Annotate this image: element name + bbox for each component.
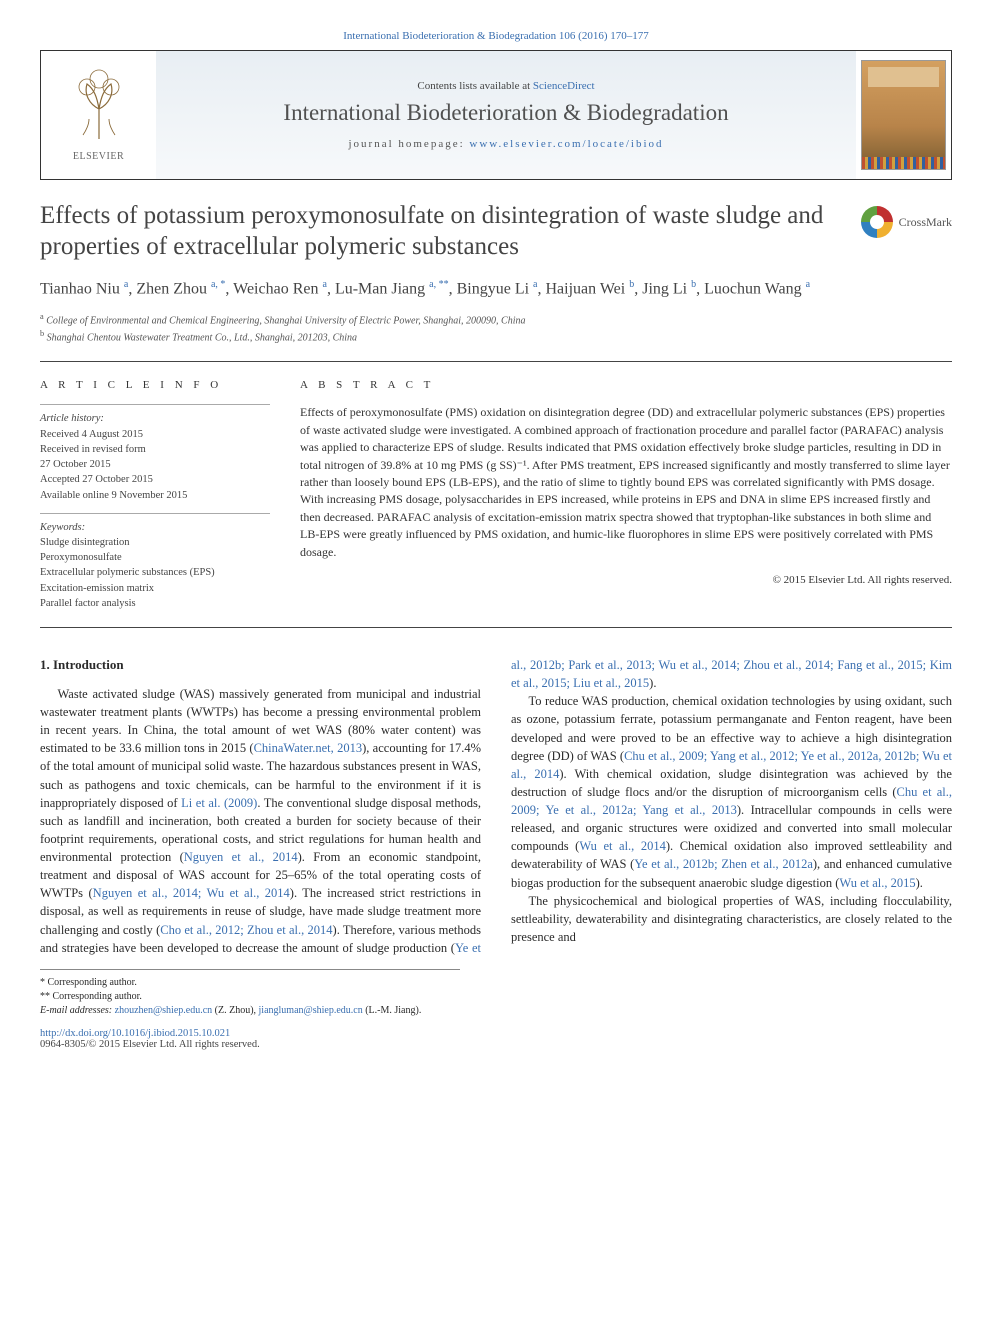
contents-available: Contents lists available at ScienceDirec… bbox=[417, 80, 594, 92]
history-line: Accepted 27 October 2015 bbox=[40, 472, 270, 487]
article-info-heading: A R T I C L E I N F O bbox=[40, 378, 270, 394]
keywords-label: Keywords: bbox=[40, 520, 270, 535]
footnotes: * Corresponding author. ** Corresponding… bbox=[40, 969, 460, 1018]
corresponding-1: * Corresponding author. bbox=[40, 976, 460, 990]
journal-cover-image bbox=[861, 60, 946, 170]
article-title: Effects of potassium peroxymonosulfate o… bbox=[40, 200, 845, 263]
crossmark-label: CrossMark bbox=[899, 215, 952, 230]
email-link[interactable]: jiangluman@shiep.edu.cn bbox=[259, 1005, 363, 1016]
citation-link[interactable]: International Biodeterioration & Biodegr… bbox=[343, 30, 649, 42]
t: (Z. Zhou), bbox=[212, 1005, 258, 1016]
t: ). bbox=[649, 676, 656, 690]
keyword: Sludge disintegration bbox=[40, 535, 270, 550]
keyword: Parallel factor analysis bbox=[40, 596, 270, 611]
affiliation-a-text: College of Environmental and Chemical En… bbox=[46, 315, 525, 326]
ref-link[interactable]: Cho et al., 2012; Zhou et al., 2014 bbox=[160, 923, 332, 937]
journal-header: ELSEVIER Contents lists available at Sci… bbox=[40, 50, 952, 180]
journal-cover bbox=[856, 51, 951, 179]
crossmark-icon bbox=[861, 206, 893, 238]
ref-link[interactable]: ChinaWater.net, 2013 bbox=[254, 741, 363, 755]
section-1-heading: 1. Introduction bbox=[40, 656, 481, 675]
header-center: Contents lists available at ScienceDirec… bbox=[156, 51, 856, 179]
ref-link[interactable]: Li et al. (2009) bbox=[181, 796, 257, 810]
abstract: A B S T R A C T Effects of peroxymonosul… bbox=[300, 378, 952, 611]
ref-link[interactable]: Wu et al., 2015 bbox=[839, 876, 915, 890]
keywords-block: Keywords: Sludge disintegration Peroxymo… bbox=[40, 513, 270, 611]
affiliation-b: b Shanghai Chentou Wastewater Treatment … bbox=[40, 328, 952, 345]
rule-top bbox=[40, 361, 952, 362]
abstract-heading: A B S T R A C T bbox=[300, 378, 952, 394]
homepage-link[interactable]: www.elsevier.com/locate/ibiod bbox=[469, 138, 663, 150]
article-info: A R T I C L E I N F O Article history: R… bbox=[40, 378, 270, 611]
affiliation-a: a College of Environmental and Chemical … bbox=[40, 311, 952, 328]
t: ). bbox=[916, 876, 923, 890]
article-history: Article history: Received 4 August 2015 … bbox=[40, 404, 270, 502]
email-line: E-mail addresses: zhouzhen@shiep.edu.cn … bbox=[40, 1004, 460, 1018]
history-line: 27 October 2015 bbox=[40, 457, 270, 472]
ref-link[interactable]: Wu et al., 2014 bbox=[579, 839, 666, 853]
intro-p4: The physicochemical and biological prope… bbox=[511, 892, 952, 946]
journal-name: International Biodeterioration & Biodegr… bbox=[283, 100, 728, 126]
t: ). With chemical oxidation, sludge disin… bbox=[511, 767, 952, 799]
history-line: Received 4 August 2015 bbox=[40, 427, 270, 442]
keyword: Extracellular polymeric substances (EPS) bbox=[40, 565, 270, 580]
elsevier-tree-icon bbox=[59, 69, 139, 149]
homepage-prefix: journal homepage: bbox=[348, 138, 469, 150]
citation-header: International Biodeterioration & Biodegr… bbox=[40, 30, 952, 42]
intro-p3: To reduce WAS production, chemical oxida… bbox=[511, 692, 952, 891]
issn-line: 0964-8305/© 2015 Elsevier Ltd. All right… bbox=[40, 1039, 260, 1050]
history-line: Available online 9 November 2015 bbox=[40, 488, 270, 503]
doi-link[interactable]: http://dx.doi.org/10.1016/j.ibiod.2015.1… bbox=[40, 1028, 230, 1039]
doi-block: http://dx.doi.org/10.1016/j.ibiod.2015.1… bbox=[40, 1028, 952, 1050]
affiliation-b-text: Shanghai Chentou Wastewater Treatment Co… bbox=[47, 332, 357, 343]
journal-homepage: journal homepage: www.elsevier.com/locat… bbox=[348, 138, 663, 150]
crossmark-badge[interactable]: CrossMark bbox=[861, 206, 952, 238]
ref-link[interactable]: Ye et al., 2012b; Zhen et al., 2012a bbox=[634, 857, 813, 871]
abstract-copyright: © 2015 Elsevier Ltd. All rights reserved… bbox=[300, 573, 952, 589]
body-columns: 1. Introduction Waste activated sludge (… bbox=[40, 656, 952, 957]
history-line: Received in revised form bbox=[40, 442, 270, 457]
history-label: Article history: bbox=[40, 411, 270, 426]
rule-bottom bbox=[40, 627, 952, 628]
keyword: Excitation-emission matrix bbox=[40, 581, 270, 596]
elsevier-wordmark: ELSEVIER bbox=[73, 151, 124, 162]
email-link[interactable]: zhouzhen@shiep.edu.cn bbox=[115, 1005, 213, 1016]
keyword: Peroxymonosulfate bbox=[40, 550, 270, 565]
authors: Tianhao Niu a, Zhen Zhou a, *, Weichao R… bbox=[40, 277, 952, 301]
t: (L.-M. Jiang). bbox=[363, 1005, 422, 1016]
ref-link[interactable]: Nguyen et al., 2014 bbox=[184, 850, 298, 864]
contents-prefix: Contents lists available at bbox=[417, 80, 532, 92]
ref-link[interactable]: Nguyen et al., 2014; Wu et al., 2014 bbox=[93, 886, 290, 900]
elsevier-logo: ELSEVIER bbox=[41, 51, 156, 179]
affiliations: a College of Environmental and Chemical … bbox=[40, 311, 952, 346]
abstract-text: Effects of peroxymonosulfate (PMS) oxida… bbox=[300, 404, 952, 561]
sciencedirect-link[interactable]: ScienceDirect bbox=[533, 80, 595, 92]
t: E-mail addresses: bbox=[40, 1005, 115, 1016]
corresponding-2: ** Corresponding author. bbox=[40, 990, 460, 1004]
